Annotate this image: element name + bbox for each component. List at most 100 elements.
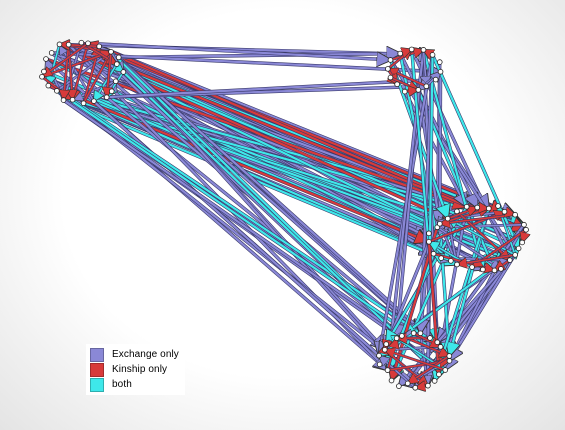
node-cluster-bottom — [383, 341, 390, 347]
legend-swatch-both — [90, 377, 104, 392]
internal-edge-kinship — [64, 44, 69, 100]
node-cluster-top-left — [45, 82, 52, 89]
node-cluster-right — [444, 215, 451, 222]
node-cluster-right — [521, 221, 527, 228]
node-cluster-top-left — [103, 94, 110, 100]
legend-swatch-kinship — [90, 362, 104, 377]
node-cluster-top-right — [436, 59, 443, 65]
node-cluster-top-right — [387, 74, 394, 81]
edge-kinship — [47, 84, 429, 242]
node-cluster-right — [498, 266, 504, 272]
node-cluster-top-left — [80, 100, 87, 107]
legend-item-both: both — [90, 377, 179, 392]
edge-both — [71, 98, 441, 347]
edge-exchange — [62, 99, 402, 336]
node-cluster-right — [430, 250, 437, 257]
internal-edge-kinship — [41, 52, 111, 78]
internal-edge-kinship — [42, 42, 89, 76]
node-cluster-bottom — [399, 333, 405, 339]
node-cluster-top-left — [85, 40, 91, 47]
node-cluster-top-right — [432, 76, 439, 83]
internal-edge-kinship — [408, 355, 450, 383]
node-cluster-right — [426, 230, 432, 237]
legend-label-exchange: Exchange only — [112, 349, 179, 360]
node-cluster-top-right — [401, 88, 408, 95]
node-cluster-bottom — [410, 330, 417, 336]
node-cluster-top-right — [420, 47, 427, 53]
internal-edge-kinship — [69, 44, 73, 100]
internal-edge-kinship — [457, 254, 516, 265]
edge-exchange — [106, 80, 436, 99]
node-cluster-top-left — [108, 88, 115, 95]
node-cluster-bottom — [425, 382, 431, 389]
node-cluster-right — [515, 245, 522, 252]
legend: Exchange only Kinship only both — [86, 344, 185, 395]
internal-edge-kinship — [385, 350, 446, 371]
node-cluster-right — [495, 203, 501, 209]
edge-exchange — [110, 50, 430, 338]
node-cluster-bottom — [376, 361, 383, 368]
node-cluster-top-left — [60, 97, 67, 103]
legend-item-kinship: Kinship only — [90, 362, 179, 377]
internal-edge-kinship — [494, 259, 511, 270]
legend-label-both: both — [112, 379, 132, 390]
edge-exchange — [87, 42, 390, 60]
internal-edge-kinship — [107, 51, 111, 97]
node-cluster-top-left — [69, 96, 76, 103]
node-cluster-top-left — [108, 49, 114, 55]
node-cluster-bottom — [393, 335, 400, 342]
node-cluster-bottom — [388, 377, 395, 384]
node-cluster-top-left — [78, 39, 85, 46]
node-cluster-right — [507, 257, 513, 263]
node-cluster-top-left — [43, 56, 49, 62]
node-cluster-top-left — [120, 69, 127, 75]
legend-item-exchange: Exchange only — [90, 347, 179, 362]
node-cluster-right — [436, 220, 443, 227]
node-cluster-top-right — [415, 87, 422, 93]
node-cluster-bottom — [412, 384, 419, 391]
node-cluster-right — [480, 266, 486, 273]
node-cluster-bottom — [446, 353, 453, 359]
node-cluster-bottom — [446, 358, 453, 364]
node-cluster-right — [491, 267, 498, 274]
internal-edge-kinship — [447, 207, 477, 220]
nodes — [39, 39, 529, 391]
cross-cluster-edges — [41, 41, 526, 388]
node-cluster-right — [474, 204, 481, 211]
node-cluster-right — [523, 226, 529, 233]
edge-both — [56, 89, 450, 361]
node-cluster-right — [438, 255, 444, 261]
node-cluster-top-right — [437, 68, 444, 75]
node-cluster-right — [485, 205, 492, 212]
node-cluster-top-left — [91, 98, 97, 104]
node-cluster-top-left — [54, 88, 60, 94]
node-cluster-right — [454, 261, 460, 268]
node-cluster-top-right — [385, 66, 391, 72]
legend-swatch-exchange — [90, 347, 104, 362]
node-cluster-top-left — [56, 41, 63, 48]
node-cluster-bottom — [417, 330, 424, 337]
node-cluster-right — [454, 208, 460, 215]
node-cluster-bottom — [396, 383, 402, 389]
internal-edge-kinship — [440, 213, 516, 224]
node-cluster-top-left — [96, 43, 102, 50]
node-cluster-right — [448, 258, 454, 264]
internal-edge-both — [48, 44, 61, 85]
node-cluster-top-right — [397, 50, 404, 57]
node-cluster-right — [512, 211, 518, 218]
node-cluster-right — [463, 203, 470, 210]
internal-edge-both — [448, 219, 516, 256]
node-cluster-top-left — [112, 78, 119, 85]
node-cluster-top-left — [115, 54, 122, 61]
node-cluster-top-right — [387, 57, 394, 63]
node-cluster-bottom — [431, 378, 438, 384]
node-cluster-top-right — [394, 81, 400, 88]
node-cluster-top-right — [408, 46, 415, 53]
node-cluster-top-right — [423, 83, 430, 90]
node-cluster-bottom — [384, 367, 391, 373]
node-cluster-top-left — [114, 61, 120, 67]
legend-label-kinship: Kinship only — [112, 364, 168, 375]
node-cluster-right — [519, 239, 525, 246]
